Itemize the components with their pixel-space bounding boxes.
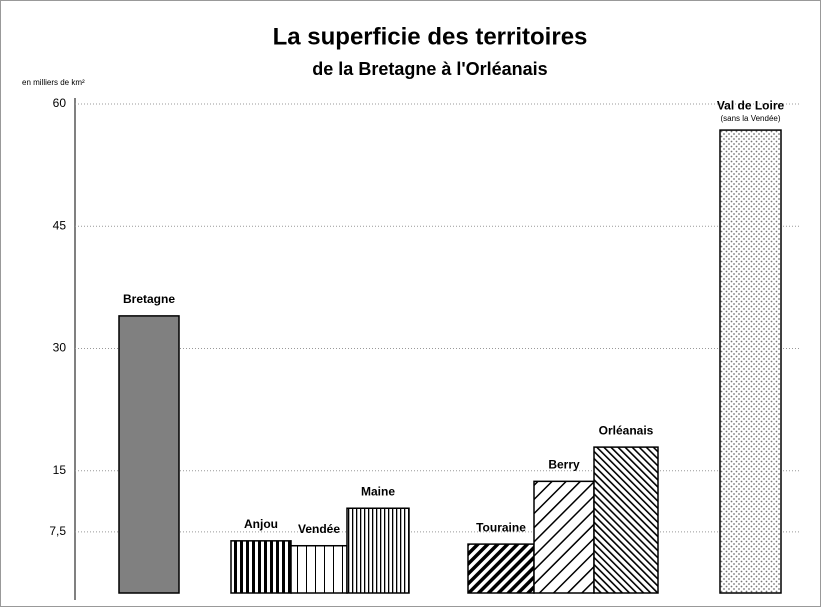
bar	[118, 315, 180, 594]
bar	[533, 480, 595, 594]
category-label: Orléanais	[599, 423, 654, 437]
category-label: Berry	[548, 458, 580, 472]
bar	[290, 544, 348, 594]
bar	[467, 543, 535, 594]
y-tick-label: 45	[53, 218, 67, 232]
bar	[593, 446, 659, 594]
chart-subtitle: de la Bretagne à l'Orléanais	[312, 59, 547, 79]
category-label: Val de Loire	[717, 98, 785, 112]
y-axis-label: en milliers de km²	[22, 78, 85, 87]
category-label: Vendée	[298, 522, 340, 536]
y-tick-label: 7,5	[49, 524, 66, 538]
annotation: (sans la Vendée)	[720, 114, 780, 123]
bar	[230, 540, 292, 594]
y-tick-label: 30	[53, 341, 67, 355]
category-label: Maine	[361, 484, 395, 498]
y-tick-label: 60	[53, 96, 67, 110]
category-label: Bretagne	[123, 292, 175, 306]
bar	[719, 129, 782, 594]
y-tick-label: 15	[53, 463, 67, 477]
category-label: Touraine	[476, 520, 526, 534]
chart-title: La superficie des territoires	[273, 23, 588, 50]
category-label: Anjou	[244, 517, 278, 531]
bar	[346, 507, 410, 594]
